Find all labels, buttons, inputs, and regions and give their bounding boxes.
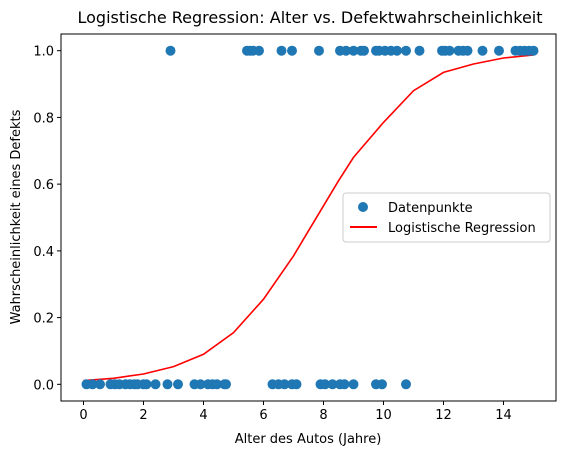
data-point	[320, 379, 330, 390]
data-point	[528, 45, 539, 56]
plot-frame	[60, 33, 557, 402]
data-point	[377, 379, 387, 390]
data-point	[414, 45, 425, 56]
y-tick-label: 0.0	[33, 378, 54, 393]
legend-marker-datenpunkte	[358, 202, 368, 212]
data-point	[462, 45, 473, 56]
data-point	[141, 379, 152, 390]
plot-area: 0 2 4 6 8 10 12 14 0.0 0.2 0.4 0.6 0.8 1.0	[33, 33, 557, 423]
legend-frame	[342, 192, 551, 243]
data-point	[254, 45, 264, 56]
y-tick-label: 1.0	[33, 45, 54, 60]
legend-label-datenpunkte: Datenpunkte	[388, 201, 473, 216]
chart-title: Logistische Regression: Alter vs. Defekt…	[78, 8, 543, 27]
x-tick-label: 6	[259, 408, 267, 423]
x-tick-label: 4	[199, 408, 207, 423]
x-tick-label: 0	[79, 408, 87, 423]
data-point	[87, 379, 98, 390]
x-axis-label: Alter des Autos (Jahre)	[235, 432, 382, 447]
x-tick-label: 8	[319, 408, 327, 423]
data-point	[95, 379, 105, 390]
y-tick-label: 0.6	[33, 178, 54, 193]
data-point	[401, 45, 411, 56]
y-axis-label: Wahrscheinlichkeit eines Defekts	[9, 109, 24, 324]
data-points-layer	[81, 45, 539, 390]
data-point	[276, 45, 287, 56]
data-point	[401, 379, 411, 390]
data-point	[221, 379, 231, 390]
regression-curve-layer	[83, 54, 534, 382]
y-tick-label: 0.8	[33, 111, 54, 126]
data-point	[291, 379, 302, 390]
data-point	[195, 379, 206, 390]
y-tick-label: 0.2	[33, 312, 54, 327]
x-axis: 0 2 4 6 8 10 12 14	[79, 401, 512, 423]
data-point	[327, 379, 338, 390]
data-point	[165, 45, 176, 56]
data-point	[477, 45, 488, 56]
data-point	[287, 45, 297, 56]
data-point	[279, 379, 290, 390]
legend: Datenpunkte Logistische Regression	[342, 192, 551, 243]
data-point	[494, 45, 504, 56]
data-point	[150, 379, 161, 390]
data-point	[444, 45, 455, 56]
data-point	[212, 379, 222, 390]
data-point	[173, 379, 183, 390]
data-point	[314, 45, 324, 56]
y-tick-label: 0.4	[33, 245, 54, 260]
x-tick-label: 12	[435, 408, 452, 423]
x-tick-label: 10	[375, 408, 392, 423]
x-tick-label: 14	[495, 408, 512, 423]
data-point	[339, 379, 350, 390]
data-point	[162, 379, 173, 390]
y-axis: 0.0 0.2 0.4 0.6 0.8 1.0	[33, 45, 61, 393]
data-point	[348, 45, 359, 56]
legend-label-regression: Logistische Regression	[388, 221, 536, 236]
regression-line	[83, 54, 534, 382]
data-point	[359, 45, 369, 56]
data-point	[341, 45, 351, 56]
x-tick-label: 2	[139, 408, 147, 423]
data-point	[392, 45, 402, 56]
data-point	[348, 379, 359, 390]
